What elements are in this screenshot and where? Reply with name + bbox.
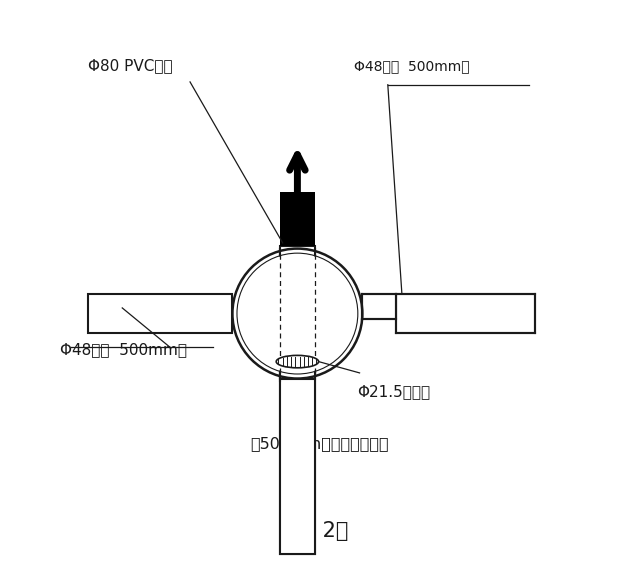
Text: 将500mm短管穿过钢丝绳: 将500mm短管穿过钢丝绳 [251,436,389,451]
Bar [88,294,232,333]
Circle shape [237,254,357,373]
Bar [280,249,315,554]
Text: Φ48钉管  500mm长: Φ48钉管 500mm长 [354,59,470,73]
Bar [280,246,315,554]
Text: Φ21.5钉丝绳: Φ21.5钉丝绳 [356,384,430,399]
Bar [362,294,396,319]
Bar [280,246,315,379]
Bar [280,192,315,246]
Text: （图 2）: （图 2） [291,521,349,541]
Ellipse shape [276,355,319,368]
Bar [280,249,315,554]
Bar [396,294,534,333]
Text: Φ80 PVC套管: Φ80 PVC套管 [88,58,173,73]
Text: Φ48钉管  500mm长: Φ48钉管 500mm长 [60,342,187,357]
